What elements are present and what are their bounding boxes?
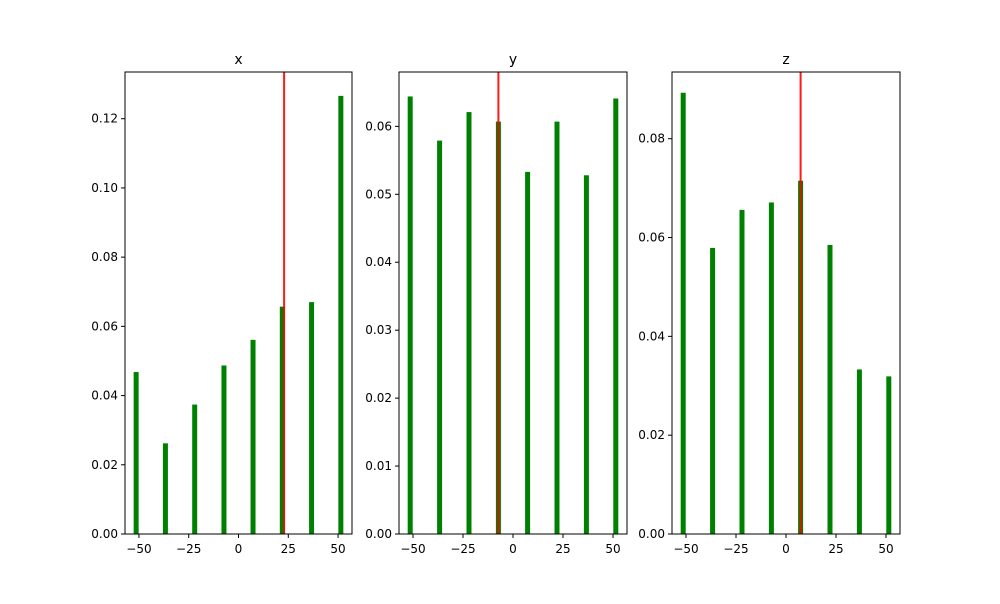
x-tick-label-z-0: −50 <box>673 542 698 556</box>
x-tick-label-x-2: 0 <box>235 542 243 556</box>
y-tick-label-z-0: 0.00 <box>638 527 665 541</box>
x-tick-label-y-0: −50 <box>400 542 425 556</box>
bar-z-6 <box>856 369 862 534</box>
y-tick-label-y-4: 0.04 <box>365 255 392 269</box>
y-tick-label-x-5: 0.10 <box>91 181 118 195</box>
bar-y-4 <box>525 171 531 534</box>
x-tick-label-x-4: 50 <box>330 542 345 556</box>
subplot-x: −50 −25 0 25 50 0.00 0.02 0.04 0.06 0.08 0.10 0.12 x <box>91 52 353 556</box>
y-tick-label-x-0: 0.00 <box>91 527 118 541</box>
bar-y-6 <box>583 175 589 535</box>
y-tick-label-y-3: 0.03 <box>365 323 392 337</box>
y-tick-label-x-1: 0.02 <box>91 458 118 472</box>
axes-frame-y <box>398 71 628 535</box>
x-tick-label-x-0: −50 <box>126 542 151 556</box>
x-tick-label-z-1: −25 <box>723 542 748 556</box>
x-tick-label-z-3: 25 <box>828 542 843 556</box>
x-tick-label-x-3: 25 <box>281 542 296 556</box>
bar-x-1 <box>162 443 168 534</box>
bar-z-7 <box>886 376 892 534</box>
y-tick-label-z-1: 0.02 <box>638 428 665 442</box>
axes-frame-x <box>124 71 353 535</box>
y-tick-label-z-2: 0.04 <box>638 329 665 343</box>
bar-y-2 <box>466 112 472 534</box>
y-tick-label-y-1: 0.01 <box>365 459 392 473</box>
subplot-title-y: y <box>509 52 517 68</box>
bar-z-5 <box>827 244 833 535</box>
bar-z-1 <box>710 247 716 534</box>
bar-x-0 <box>133 372 139 534</box>
subplot-title-x: x <box>234 52 242 68</box>
x-tick-label-y-2: 0 <box>509 542 517 556</box>
x-tick-label-y-4: 50 <box>605 542 620 556</box>
y-tick-label-y-6: 0.06 <box>365 119 392 133</box>
bar-z-3 <box>768 202 774 534</box>
y-tick-label-x-6: 0.12 <box>91 112 118 126</box>
bar-y-5 <box>554 121 560 535</box>
bar-x-6 <box>309 302 315 534</box>
bar-x-5 <box>279 306 285 534</box>
subplot-y: −50 −25 0 25 50 0.00 0.01 0.02 0.03 0.04 0.05 0.06 y <box>365 52 628 556</box>
bar-x-2 <box>192 404 198 534</box>
subplot-title-z: z <box>782 52 789 68</box>
bar-y-0 <box>407 96 413 534</box>
subplot-z: −50 −25 0 25 50 0.00 0.02 0.04 0.06 0.08 z <box>638 52 901 556</box>
x-tick-label-z-2: 0 <box>782 542 790 556</box>
bar-z-2 <box>739 209 745 534</box>
bar-x-4 <box>250 339 256 534</box>
y-tick-label-y-2: 0.02 <box>365 391 392 405</box>
x-tick-label-y-1: −25 <box>450 542 475 556</box>
y-tick-label-y-5: 0.05 <box>365 187 392 201</box>
y-tick-label-z-3: 0.06 <box>638 231 665 245</box>
bar-x-7 <box>338 95 344 534</box>
y-tick-label-z-4: 0.08 <box>638 132 665 146</box>
x-tick-label-y-3: 25 <box>555 542 570 556</box>
x-tick-label-z-4: 50 <box>878 542 893 556</box>
axes-frame-z <box>671 71 901 535</box>
bar-y-7 <box>613 98 619 534</box>
bar-y-1 <box>437 140 443 534</box>
y-tick-label-x-3: 0.06 <box>91 319 118 333</box>
y-tick-label-x-4: 0.08 <box>91 250 118 264</box>
bar-z-0 <box>680 92 686 535</box>
y-tick-label-x-2: 0.04 <box>91 389 118 403</box>
bar-x-3 <box>221 365 227 534</box>
x-tick-label-x-1: −25 <box>176 542 201 556</box>
y-tick-label-y-0: 0.00 <box>365 527 392 541</box>
